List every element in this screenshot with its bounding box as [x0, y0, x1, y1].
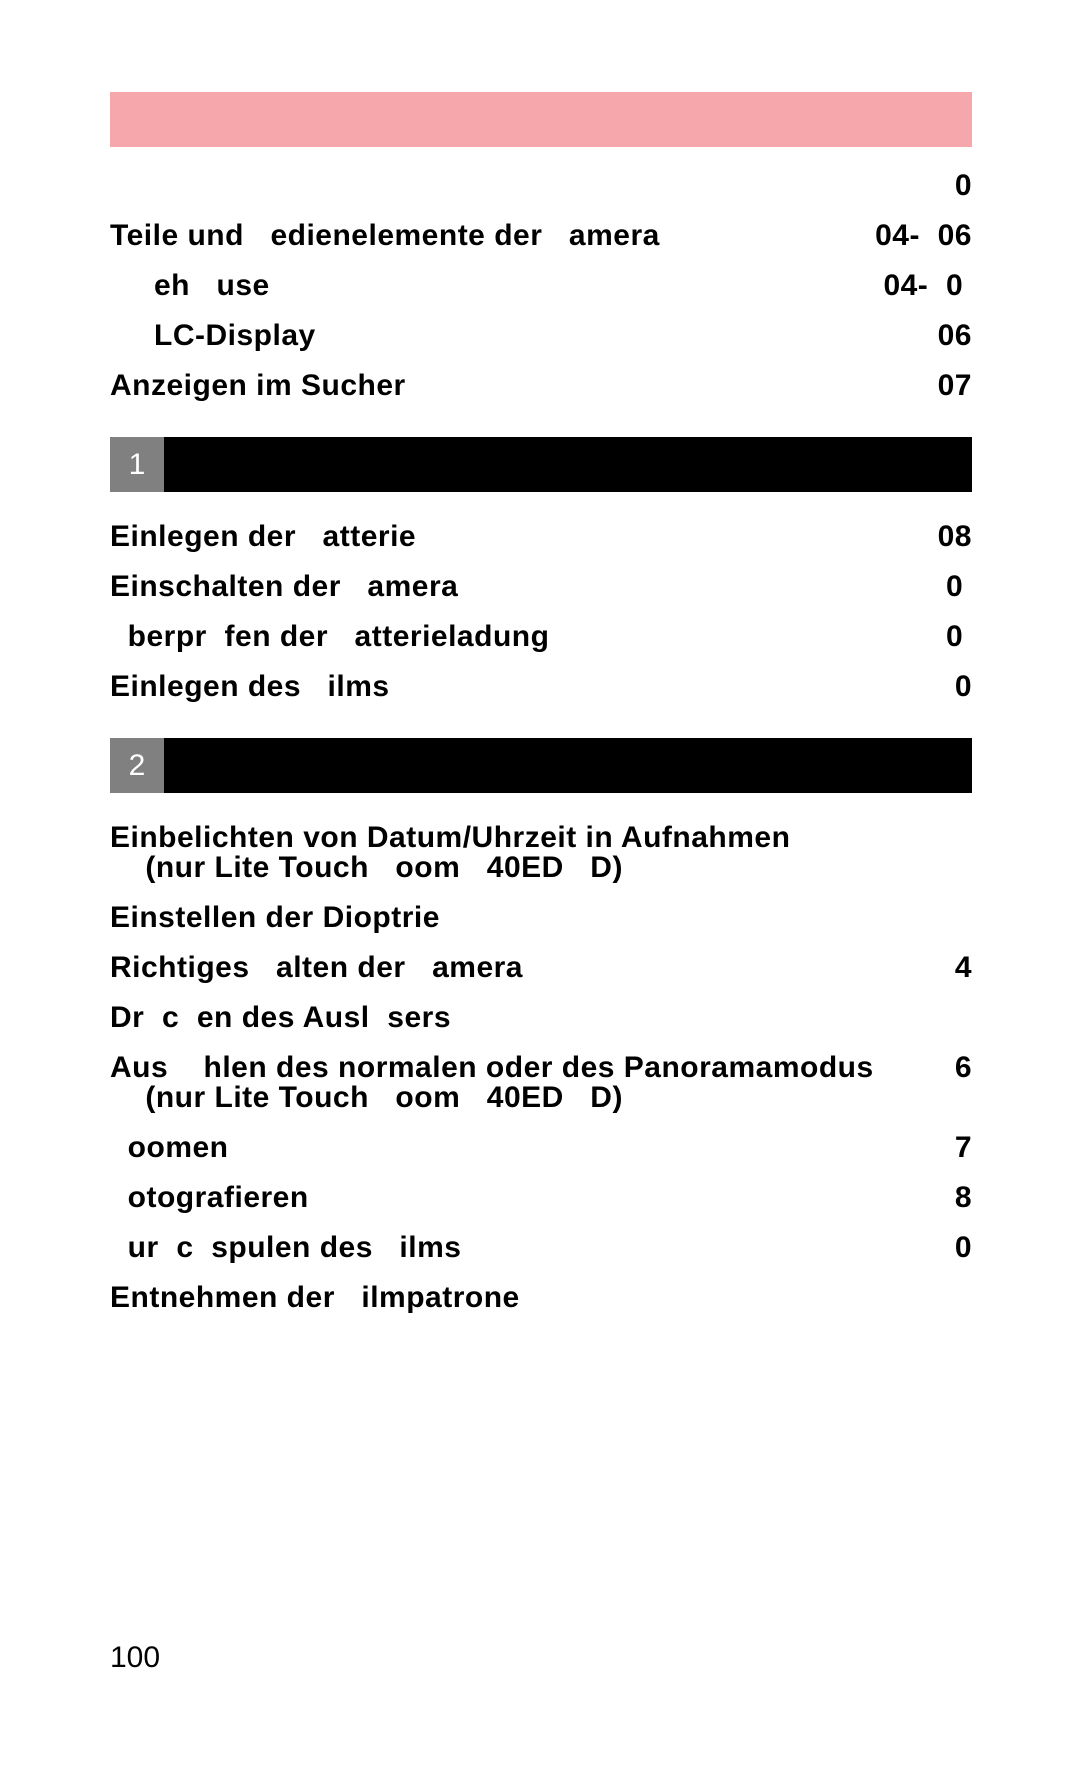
- intro-block: 0 Teile und edienelemente der amera 04- 0…: [110, 171, 972, 401]
- toc-label: Einlegen des ilms: [110, 672, 390, 702]
- toc-label: berpr fen der atterieladung: [110, 622, 549, 652]
- section-rows: Einbelichten von Datum/Uhrzeit in Aufnah…: [110, 823, 972, 1313]
- toc-row: LC-Display 06: [110, 321, 972, 351]
- toc-row: Richtiges alten der amera 4: [110, 953, 972, 983]
- toc-label: Teile und edienelemente der amera: [110, 221, 660, 251]
- toc-label: LC-Display: [154, 321, 316, 351]
- toc-page-ref: 08: [938, 522, 972, 552]
- toc-page-ref: 6: [955, 1053, 972, 1083]
- toc-row: Einlegen der atterie 08: [110, 522, 972, 552]
- toc-label: oomen: [110, 1133, 229, 1163]
- section-bar-fill: [164, 738, 972, 793]
- section-rows: Einlegen der atterie 08 Einschalten der am…: [110, 522, 972, 702]
- toc-row: Einschalten der amera 0: [110, 572, 972, 602]
- toc-row: Einstellen der Dioptrie: [110, 903, 972, 933]
- toc-label: Dr c en des Ausl sers: [110, 1003, 451, 1033]
- toc-row: Anzeigen im Sucher 07: [110, 371, 972, 401]
- page-ref: 0: [955, 171, 972, 201]
- toc-row: eh use 04- 0: [110, 271, 972, 301]
- section-bar-fill: [164, 437, 972, 492]
- toc-row: oomen 7: [110, 1133, 972, 1163]
- toc-page-ref: 7: [955, 1133, 972, 1163]
- section-number: 2: [110, 738, 164, 793]
- toc-row: Einbelichten von Datum/Uhrzeit in Aufnah…: [110, 823, 972, 883]
- toc-label: Anzeigen im Sucher: [110, 371, 406, 401]
- toc-page-ref: 0: [946, 572, 972, 602]
- section-number: 1: [110, 437, 164, 492]
- toc-row: Dr c en des Ausl sers: [110, 1003, 972, 1033]
- toc-row: Teile und edienelemente der amera 04- 06: [110, 221, 972, 251]
- toc-label: otografieren: [110, 1183, 309, 1213]
- section-bar: 2: [110, 738, 972, 793]
- toc-label: eh use: [154, 271, 270, 301]
- toc-page-ref: 04- 06: [875, 221, 972, 251]
- toc-label: Richtiges alten der amera: [110, 953, 523, 983]
- toc-label: Einstellen der Dioptrie: [110, 903, 440, 933]
- toc-label: Einlegen der atterie: [110, 522, 416, 552]
- toc-label: Aus hlen des normalen oder des Panoramam…: [110, 1053, 874, 1113]
- intro-top-page-row: 0: [110, 171, 972, 201]
- toc-row: Einlegen des ilms 0: [110, 672, 972, 702]
- toc-row: Entnehmen der ilmpatrone: [110, 1283, 972, 1313]
- header-bar: [110, 92, 972, 147]
- toc-row: berpr fen der atterieladung 0: [110, 622, 972, 652]
- toc-row: otografieren 8: [110, 1183, 972, 1213]
- toc-label: Einschalten der amera: [110, 572, 458, 602]
- toc-page-ref: 04- 0: [883, 271, 972, 301]
- toc-row: Aus hlen des normalen oder des Panoramam…: [110, 1053, 972, 1113]
- toc-label: Einbelichten von Datum/Uhrzeit in Aufnah…: [110, 823, 790, 883]
- toc-page-ref: 0: [955, 1233, 972, 1263]
- toc-row: ur c spulen des ilms 0: [110, 1233, 972, 1263]
- page-content: 0 Teile und edienelemente der amera 04- 0…: [110, 0, 972, 1313]
- toc-page-ref: 8: [955, 1183, 972, 1213]
- toc-label: Entnehmen der ilmpatrone: [110, 1283, 520, 1313]
- toc-page-ref: 0: [946, 622, 972, 652]
- toc-page-ref: 0: [955, 672, 972, 702]
- toc-page-ref: 4: [955, 953, 972, 983]
- toc-page-ref: 06: [938, 321, 972, 351]
- page-number: 100: [110, 1641, 160, 1675]
- toc-label: ur c spulen des ilms: [110, 1233, 461, 1263]
- section-bar: 1: [110, 437, 972, 492]
- toc-page-ref: 07: [938, 371, 972, 401]
